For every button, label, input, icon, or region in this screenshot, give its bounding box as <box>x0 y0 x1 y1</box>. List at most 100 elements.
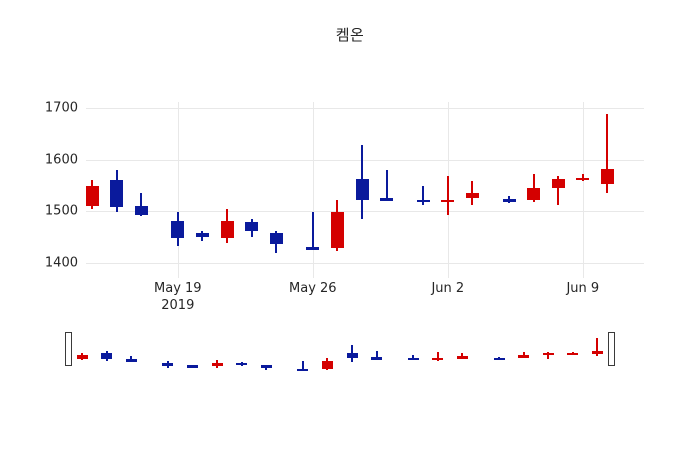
candlestick[interactable] <box>245 102 259 278</box>
x-axis-tick-date: Jun 2 <box>431 281 465 296</box>
mini-candlestick <box>407 330 419 382</box>
candlestick[interactable] <box>576 102 590 278</box>
mini-candlestick <box>432 330 444 382</box>
mini-candlestick-wick <box>375 350 378 358</box>
mini-candlestick-body <box>236 362 248 366</box>
candlestick[interactable] <box>330 102 344 278</box>
x-axis-tick-date: Jun 9 <box>566 281 600 296</box>
x-axis-tick-year: 2019 <box>161 298 195 313</box>
mini-candlestick-wick <box>436 352 439 362</box>
candlestick-wick <box>422 186 425 205</box>
range-handle-left[interactable] <box>64 332 72 366</box>
mini-candlestick <box>456 330 468 382</box>
candlestick[interactable] <box>465 102 479 278</box>
y-axis-tick-label: 1600 <box>44 152 78 168</box>
mini-candlestick-body <box>591 350 603 355</box>
candlestick-body <box>441 199 455 203</box>
candlestick-body <box>306 247 320 250</box>
gridline-vertical <box>312 102 314 278</box>
mini-candlestick <box>211 330 223 382</box>
candlestick[interactable] <box>355 102 369 278</box>
candlestick[interactable] <box>195 102 209 278</box>
mini-candlestick <box>346 330 358 382</box>
mini-candlestick <box>321 330 333 382</box>
gridline-horizontal <box>86 211 644 213</box>
mini-candlestick-body <box>518 354 530 358</box>
candlestick-body <box>110 180 124 207</box>
mini-candlestick-wick <box>596 337 599 357</box>
mini-candlestick-body <box>162 362 174 367</box>
candlestick[interactable] <box>306 102 320 278</box>
candlestick-body <box>269 232 283 245</box>
mini-candlestick <box>591 330 603 382</box>
candlestick[interactable] <box>502 102 516 278</box>
candlestick-body <box>134 205 148 216</box>
candlestick-body <box>527 187 541 200</box>
candlestick[interactable] <box>171 102 185 278</box>
candlestick[interactable] <box>110 102 124 278</box>
gridline-vertical <box>177 102 179 278</box>
mini-candlestick-body <box>567 352 579 356</box>
mini-candlestick <box>162 330 174 382</box>
mini-candlestick <box>236 330 248 382</box>
mini-candlestick <box>518 330 530 382</box>
candlestick-wick <box>581 174 584 182</box>
candlestick-body <box>85 186 99 206</box>
main-plot-area <box>85 102 644 278</box>
candlestick-body <box>380 198 394 201</box>
mini-candlestick-body <box>542 352 554 356</box>
mini-candlestick-wick <box>461 353 464 359</box>
x-axis-tick-date: May 19 <box>154 281 202 296</box>
candlestick-body <box>551 179 565 188</box>
x-axis-tick-label: Jun 2 <box>431 280 464 297</box>
mini-candlestick-body <box>493 357 505 361</box>
y-axis-tick-label: 1400 <box>44 255 78 271</box>
mini-candlestick-wick <box>301 360 304 370</box>
candlestick[interactable] <box>441 102 455 278</box>
candlestick[interactable] <box>527 102 541 278</box>
candlestick[interactable] <box>220 102 234 278</box>
candlestick[interactable] <box>380 102 394 278</box>
y-axis-tick-label: 1700 <box>44 100 78 116</box>
range-selector[interactable] <box>64 330 630 382</box>
mini-candlestick-body <box>297 368 309 372</box>
mini-candlestick-body <box>101 353 113 360</box>
candlestick-body <box>502 199 516 202</box>
candlestick[interactable] <box>416 102 430 278</box>
candlestick-wick <box>140 193 143 217</box>
mini-candlestick-body <box>125 359 137 362</box>
mini-candlestick-body <box>407 357 419 361</box>
mini-candlestick-body <box>321 360 333 369</box>
gridline-vertical <box>582 102 584 278</box>
gridline-horizontal <box>86 108 644 110</box>
candlestick-body <box>416 199 430 203</box>
y-axis: 1400 1500 1600 1700 <box>20 100 78 278</box>
gridline-horizontal <box>86 159 644 161</box>
x-axis: May 19 2019 May 26 Jun 2 Jun 9 <box>86 280 644 320</box>
mini-candlestick-body <box>186 365 198 368</box>
candlestick-body <box>171 221 185 238</box>
mini-candlestick <box>186 330 198 382</box>
x-axis-tick-label: May 19 2019 <box>154 280 202 314</box>
mini-candlestick <box>297 330 309 382</box>
candlestick[interactable] <box>85 102 99 278</box>
range-selector-mini-chart[interactable] <box>64 330 630 382</box>
mini-candlestick <box>542 330 554 382</box>
candlestick-wick <box>606 114 609 194</box>
mini-candlestick <box>493 330 505 382</box>
mini-candlestick <box>260 330 272 382</box>
candlestick-body <box>355 179 369 200</box>
mini-candlestick-body <box>211 362 223 367</box>
candlestick[interactable] <box>134 102 148 278</box>
candlestick[interactable] <box>269 102 283 278</box>
mini-candlestick-body <box>371 357 383 360</box>
candlestick[interactable] <box>551 102 565 278</box>
x-axis-tick-label: Jun 9 <box>566 280 599 297</box>
mini-candlestick-body <box>432 357 444 361</box>
candlestick[interactable] <box>600 102 614 278</box>
gridline-horizontal <box>86 262 644 264</box>
range-handle-right[interactable] <box>607 332 615 366</box>
candlestick-body <box>220 221 234 238</box>
mini-candlestick-body <box>260 365 272 368</box>
x-axis-tick-label: May 26 <box>289 280 337 297</box>
